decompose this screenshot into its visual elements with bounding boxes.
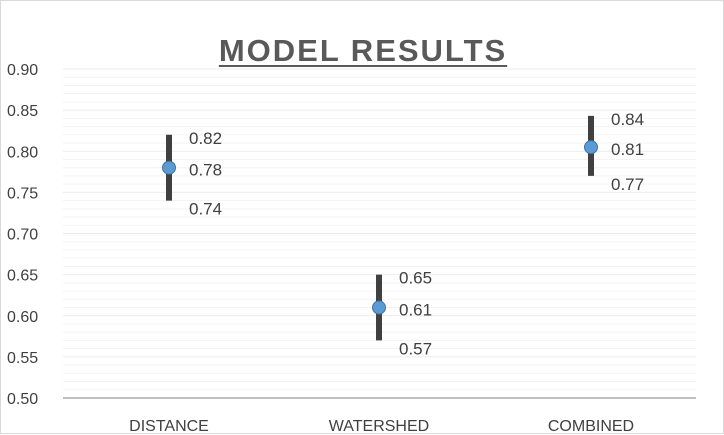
mean-marker <box>584 140 598 155</box>
mean-marker <box>162 160 176 175</box>
lower-value-label: 0.57 <box>399 339 432 358</box>
mean-value-label: 0.81 <box>611 140 644 159</box>
mean-value-label: 0.61 <box>399 301 432 320</box>
y-tick-label: 0.75 <box>7 185 38 202</box>
y-tick-label: 0.90 <box>7 62 38 79</box>
lower-value-label: 0.74 <box>189 200 222 219</box>
y-tick-label: 0.65 <box>7 268 38 285</box>
upper-value-label: 0.84 <box>611 110 644 129</box>
mean-value-label: 0.78 <box>189 161 222 180</box>
upper-value-label: 0.82 <box>189 129 222 148</box>
y-tick-label: 0.55 <box>7 350 38 367</box>
upper-value-label: 0.65 <box>399 269 432 288</box>
y-tick-label: 0.80 <box>7 144 38 161</box>
value-labels-layer: 0.82 0.78 0.74 0.65 0.61 0.57 0.84 0.81 0.77 <box>189 110 644 359</box>
error-bars-layer <box>162 115 598 341</box>
y-tick-label: 0.85 <box>7 103 38 120</box>
y-tick-label: 0.50 <box>7 391 38 408</box>
chart-title: MODEL RESULTS <box>219 33 507 68</box>
mean-marker <box>372 300 386 315</box>
x-category-label: DISTANCE <box>129 418 209 435</box>
axis-layer: 0.50 0.55 0.60 0.65 0.70 0.75 0.80 0.85 0.90 DIST… <box>7 62 696 435</box>
y-tick-label: 0.70 <box>7 227 38 244</box>
y-tick-label: 0.60 <box>7 309 38 326</box>
x-category-label: WATERSHED <box>329 418 429 435</box>
x-category-label: COMBINED <box>548 418 634 435</box>
grid-layer <box>63 68 696 391</box>
lower-value-label: 0.77 <box>611 175 644 194</box>
